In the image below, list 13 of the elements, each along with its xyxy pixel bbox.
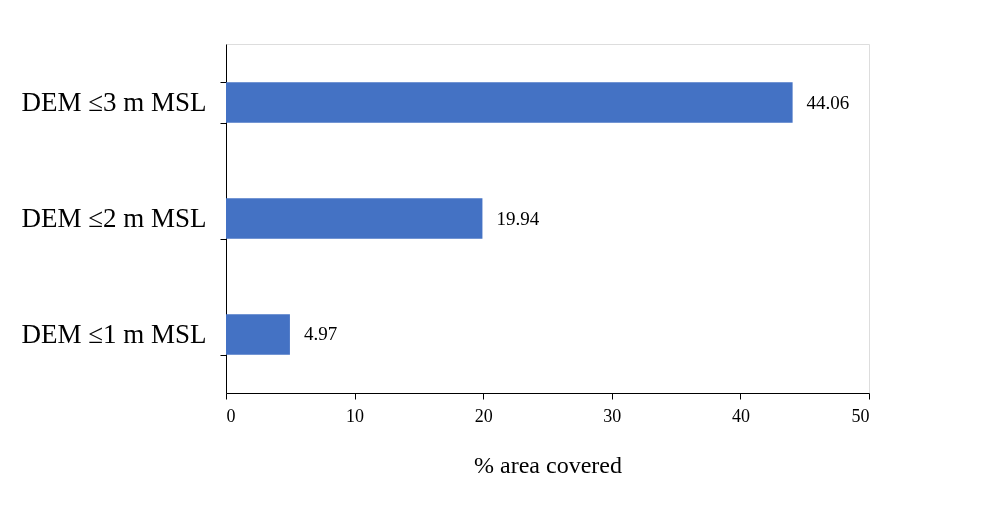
data-label: 19.94: [496, 207, 540, 229]
x-tick-label: 50: [851, 405, 870, 426]
x-tick-label: 30: [603, 405, 622, 426]
x-axis-title: % area covered: [474, 451, 622, 478]
x-tick-label: 20: [474, 405, 493, 426]
y-tick-label: DEM ≤1 m MSL: [21, 318, 207, 349]
y-tick-label: DEM ≤3 m MSL: [21, 87, 207, 118]
data-label: 44.06: [806, 91, 850, 113]
x-tick-label: 10: [346, 405, 365, 426]
x-tick-label: 40: [731, 405, 750, 426]
data-label: 4.97: [303, 323, 338, 345]
x-tick-label: 0: [226, 405, 236, 426]
y-tick-label: DEM ≤2 m MSL: [21, 203, 207, 233]
